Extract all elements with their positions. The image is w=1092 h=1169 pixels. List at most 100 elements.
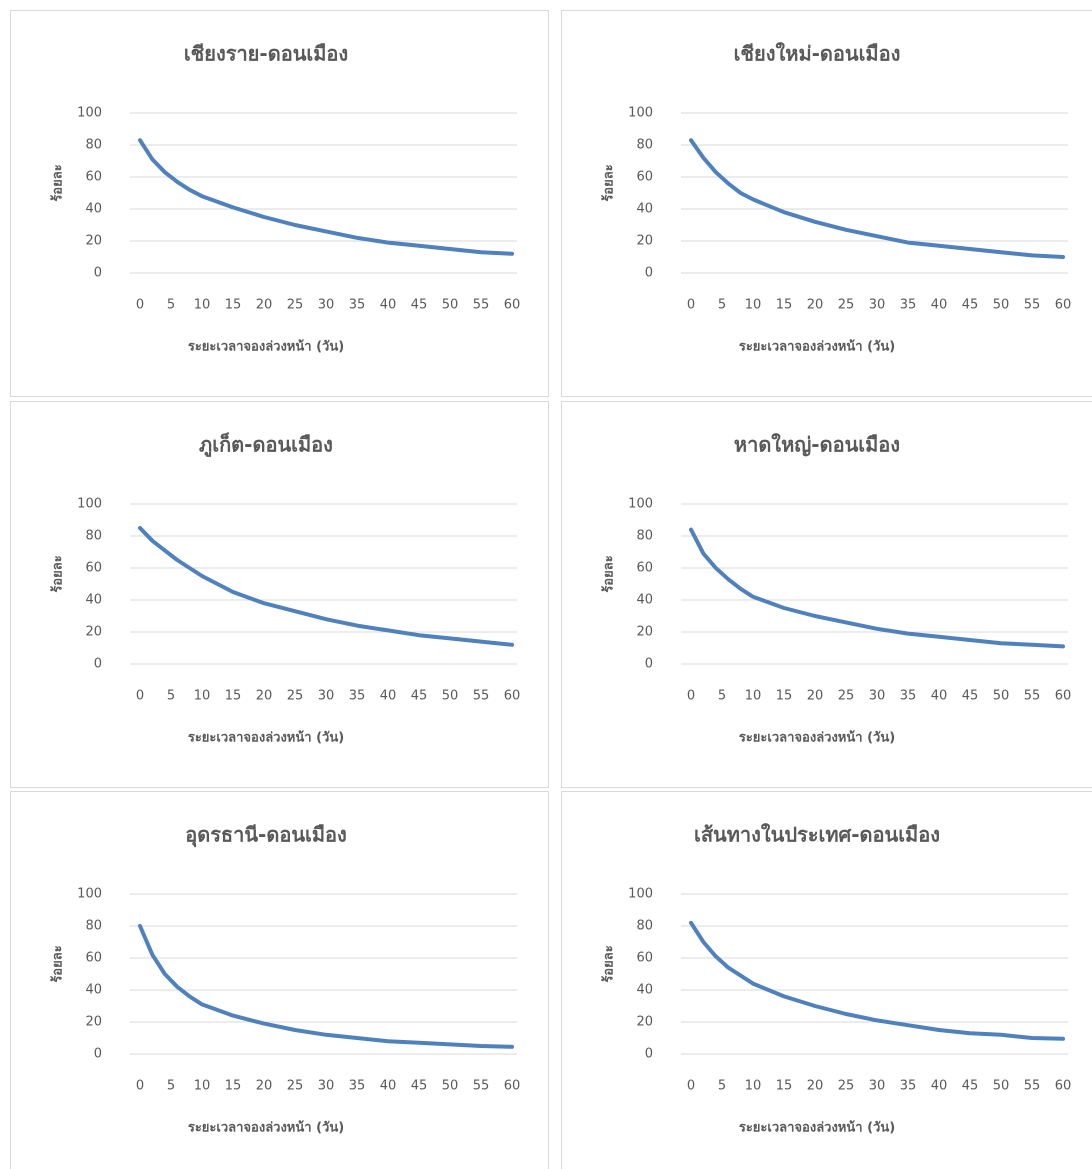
x-tick-label: 55	[1024, 689, 1041, 704]
x-tick-label: 45	[962, 1079, 979, 1094]
y-tick-label: 60	[636, 561, 653, 576]
line	[691, 923, 1063, 1039]
y-tick-label: 60	[636, 170, 653, 185]
y-tick-label: 60	[85, 561, 102, 576]
y-tick-label: 100	[77, 497, 102, 512]
x-tick-label: 35	[900, 689, 917, 704]
y-tick-label: 20	[636, 1015, 653, 1030]
y-tick-label: 0	[645, 1047, 653, 1062]
x-tick-label: 0	[136, 1079, 144, 1094]
y-tick-label: 40	[636, 202, 653, 217]
y-tick-label: 0	[645, 657, 653, 672]
y-tick-label: 60	[85, 951, 102, 966]
y-tick-label: 80	[636, 529, 653, 544]
x-tick-label: 35	[349, 1079, 366, 1094]
x-tick-label: 10	[194, 689, 211, 704]
x-tick-label: 50	[442, 689, 459, 704]
chart-grid: เชียงราย-ดอนเมือง02040608010005101520253…	[0, 0, 1092, 1169]
y-axis-title: ร้อยละ	[601, 555, 617, 592]
x-tick-label: 60	[1055, 298, 1072, 313]
chart-title: เชียงราย-ดอนเมือง	[184, 42, 348, 66]
y-tick-label: 80	[85, 919, 102, 934]
x-tick-label: 40	[931, 298, 948, 313]
x-tick-label: 5	[718, 298, 726, 313]
x-tick-label: 5	[718, 1079, 726, 1094]
line	[140, 528, 512, 645]
y-tick-label: 100	[628, 497, 653, 512]
x-tick-label: 40	[380, 1079, 397, 1094]
y-tick-label: 80	[636, 919, 653, 934]
x-tick-label: 25	[838, 689, 855, 704]
x-tick-label: 50	[993, 689, 1010, 704]
x-tick-label: 20	[256, 1079, 273, 1094]
x-axis-title: ระยะเวลาจองล่วงหน้า (วัน)	[739, 730, 895, 746]
x-tick-label: 60	[504, 298, 521, 313]
x-tick-label: 60	[1055, 689, 1072, 704]
x-axis-title: ระยะเวลาจองล่วงหน้า (วัน)	[188, 1120, 344, 1136]
x-tick-label: 20	[807, 689, 824, 704]
x-tick-label: 50	[993, 298, 1010, 313]
x-tick-label: 50	[442, 1079, 459, 1094]
x-tick-label: 30	[869, 689, 886, 704]
x-tick-label: 5	[167, 1079, 175, 1094]
chart-title: เชียงใหม่-ดอนเมือง	[734, 42, 901, 66]
y-axis-title: ร้อยละ	[50, 945, 66, 982]
x-tick-label: 15	[776, 298, 793, 313]
x-tick-label: 60	[504, 689, 521, 704]
x-tick-label: 15	[225, 1079, 242, 1094]
x-tick-label: 5	[167, 298, 175, 313]
x-tick-label: 15	[225, 298, 242, 313]
y-tick-label: 60	[636, 951, 653, 966]
x-tick-label: 40	[931, 1079, 948, 1094]
panel-border	[562, 792, 1092, 1169]
x-tick-label: 50	[993, 1079, 1010, 1094]
y-axis-title: ร้อยละ	[601, 945, 617, 982]
x-axis-title: ระยะเวลาจองล่วงหน้า (วัน)	[188, 730, 344, 746]
x-tick-label: 0	[136, 298, 144, 313]
x-tick-label: 55	[473, 1079, 490, 1094]
y-tick-label: 40	[85, 593, 102, 608]
x-tick-label: 0	[687, 1079, 695, 1094]
y-tick-label: 0	[645, 266, 653, 281]
x-tick-label: 15	[225, 689, 242, 704]
x-tick-label: 50	[442, 298, 459, 313]
y-tick-label: 0	[94, 657, 102, 672]
x-tick-label: 10	[194, 1079, 211, 1094]
chart-title: อุดรธานี-ดอนเมือง	[185, 823, 347, 848]
y-tick-label: 100	[77, 106, 102, 121]
x-tick-label: 20	[807, 1079, 824, 1094]
y-tick-label: 20	[636, 625, 653, 640]
y-tick-label: 20	[636, 234, 653, 249]
y-tick-label: 40	[636, 593, 653, 608]
x-tick-label: 35	[349, 298, 366, 313]
x-tick-label: 0	[136, 689, 144, 704]
y-tick-label: 100	[628, 106, 653, 121]
y-tick-label: 100	[628, 887, 653, 902]
line	[140, 140, 512, 254]
x-tick-label: 60	[504, 1079, 521, 1094]
x-tick-label: 20	[256, 298, 273, 313]
line	[691, 530, 1063, 647]
x-axis-title: ระยะเวลาจองล่วงหน้า (วัน)	[188, 339, 344, 355]
y-tick-label: 80	[85, 529, 102, 544]
y-tick-label: 80	[636, 138, 653, 153]
x-tick-label: 35	[900, 298, 917, 313]
x-tick-label: 5	[718, 689, 726, 704]
x-tick-label: 45	[411, 1079, 428, 1094]
x-tick-label: 15	[776, 689, 793, 704]
x-axis-title: ระยะเวลาจองล่วงหน้า (วัน)	[739, 1120, 895, 1136]
x-tick-label: 30	[318, 1079, 335, 1094]
x-tick-label: 40	[380, 689, 397, 704]
x-tick-label: 0	[687, 298, 695, 313]
x-tick-label: 10	[194, 298, 211, 313]
x-tick-label: 30	[869, 1079, 886, 1094]
y-tick-label: 40	[636, 983, 653, 998]
x-tick-label: 45	[411, 298, 428, 313]
x-tick-label: 0	[687, 689, 695, 704]
x-tick-label: 40	[931, 689, 948, 704]
